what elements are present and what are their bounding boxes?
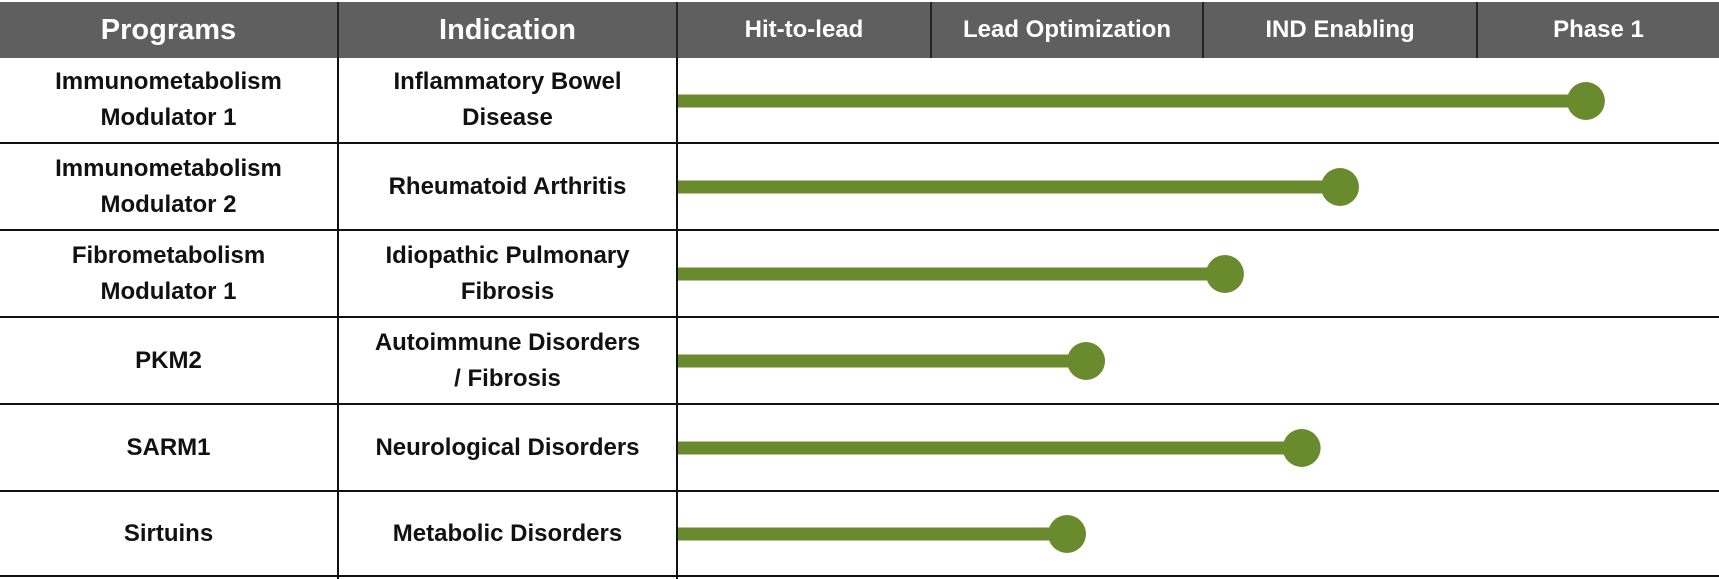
progress-endpoint-marker xyxy=(1321,168,1359,206)
program-name: SARM1 xyxy=(126,433,211,461)
program-name: Immunometabolism Modulator 1 xyxy=(55,68,282,131)
row-divider xyxy=(0,229,1719,231)
progress-endpoint-marker xyxy=(1067,342,1106,380)
header-divider xyxy=(1202,2,1204,58)
header-programs: Programs xyxy=(100,13,237,46)
row-divider xyxy=(0,490,1719,492)
row-divider xyxy=(0,575,1719,577)
row-divider xyxy=(0,403,1719,405)
indication-name: Neurological Disorders xyxy=(375,433,640,461)
progress-endpoint-marker xyxy=(1205,255,1244,293)
row-divider xyxy=(0,142,1719,144)
header-bar xyxy=(0,2,1719,58)
header-divider xyxy=(676,2,678,58)
indication-name: Idiopathic Pulmonary Fibrosis xyxy=(385,241,630,305)
header-indication: Indication xyxy=(439,13,576,46)
program-name: Immunometabolism Modulator 2 xyxy=(55,154,282,218)
indication-name: Inflammatory Bowel Disease xyxy=(393,68,622,131)
program-name: Fibrometabolism Modulator 1 xyxy=(71,241,266,305)
progress-endpoint-marker xyxy=(1048,515,1086,553)
indication-name: Metabolic Disorders xyxy=(392,519,623,547)
indication-name: Autoimmune Disorders / Fibrosis xyxy=(374,328,641,392)
row-divider xyxy=(0,316,1719,318)
header-stage-phase-1: Phase 1 xyxy=(1553,16,1644,43)
progress-endpoint-marker xyxy=(1566,82,1605,120)
program-name: Sirtuins xyxy=(123,519,214,547)
indication-name: Rheumatoid Arthritis xyxy=(388,172,627,200)
header-stage-hit-to-lead: Hit-to-lead xyxy=(744,16,864,43)
progress-endpoint-marker xyxy=(1282,429,1321,467)
header-divider xyxy=(1476,2,1478,58)
column-divider xyxy=(337,58,339,579)
header-stage-lead-optimization: Lead Optimization xyxy=(962,16,1171,43)
header-divider xyxy=(337,2,339,58)
program-name: PKM2 xyxy=(135,346,202,374)
header-stage-ind-enabling: IND Enabling xyxy=(1265,16,1415,43)
column-divider xyxy=(676,58,678,579)
header-divider xyxy=(930,2,932,58)
